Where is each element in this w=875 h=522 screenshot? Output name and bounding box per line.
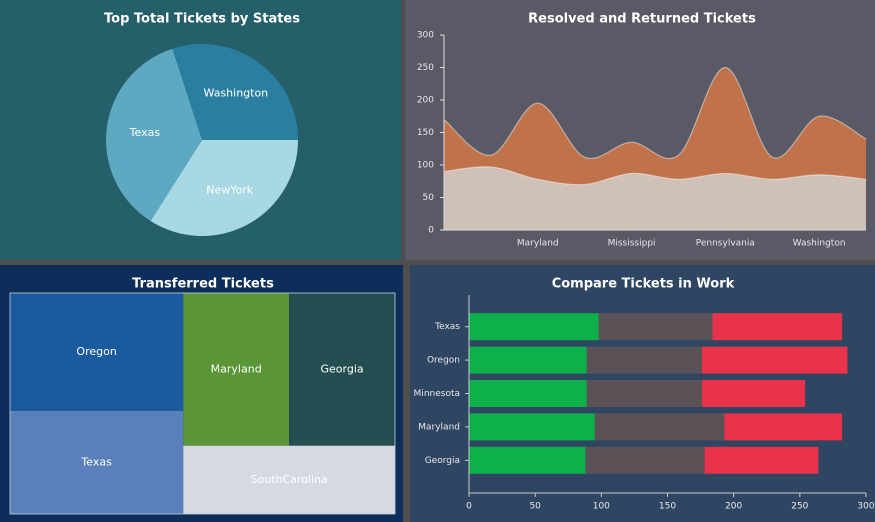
x-tick-label: 200 [725,502,742,512]
y-tick-label: Texas [434,322,460,332]
x-tick-label: Pennsylvania [696,239,755,249]
pie-slice [150,140,298,237]
bar-segment [586,346,702,374]
y-tick-label: 0 [428,226,434,236]
bar-segment [704,446,819,474]
cell-label: Oregon [76,345,116,358]
treemap-cell [10,293,184,411]
y-tick-label: 100 [417,161,434,171]
cell-label: SouthCarolina [251,473,328,486]
y-tick-label: 150 [417,128,434,138]
bar-segment [712,313,843,341]
bar-segment [469,413,595,441]
bar-segment [469,313,599,341]
bar-segment [469,346,587,374]
x-tick-label: Mississippi [608,239,656,249]
bar-segment [469,380,587,407]
y-tick-label: Oregon [427,356,460,366]
x-tick-label: 150 [659,502,676,512]
x-tick-label: Maryland [517,239,559,249]
x-tick-label: 300 [857,502,874,512]
y-tick-label: Georgia [425,456,460,466]
chart-title: Resolved and Returned Tickets [528,12,756,27]
slice-label: Washington [204,86,269,99]
area-line [443,166,867,186]
y-tick-label: Maryland [418,422,460,432]
pie-slice [172,44,298,141]
x-tick-label: 0 [466,502,472,512]
chart-title: Top Total Tickets by States [104,12,300,27]
bar-segment [701,380,806,407]
cell-label: Texas [80,455,112,468]
bar-segment [724,413,843,441]
y-tick-label: 300 [417,31,434,41]
x-tick-label: 250 [791,502,808,512]
treemap-cell [289,293,395,446]
pie-slice [105,48,202,222]
y-tick-label: 200 [417,96,434,106]
bar-segment [469,446,586,474]
slice-label: Texas [129,126,161,139]
chart-title: Transferred Tickets [132,277,274,292]
chart-title: Compare Tickets in Work [552,277,735,292]
y-tick-label: Minnesota [414,389,460,399]
y-tick-label: 50 [423,193,435,203]
cell-label: Maryland [211,362,262,375]
area-line [443,66,867,160]
y-tick-label: 250 [417,63,434,73]
bar-segment [585,446,705,474]
treemap-border [9,292,396,515]
bar-segment [598,313,713,341]
bar-segment [701,346,848,374]
x-tick-label: 100 [593,502,610,512]
x-tick-label: Washington [793,239,846,249]
bar-segment [586,380,702,407]
area [444,166,866,230]
bar-segment [594,413,725,441]
x-tick-label: 50 [529,502,541,512]
treemap-cell [10,410,184,514]
cell-label: Georgia [320,362,363,375]
treemap-cell [183,293,290,446]
slice-label: NewYork [206,183,254,196]
treemap-cell [183,445,395,514]
